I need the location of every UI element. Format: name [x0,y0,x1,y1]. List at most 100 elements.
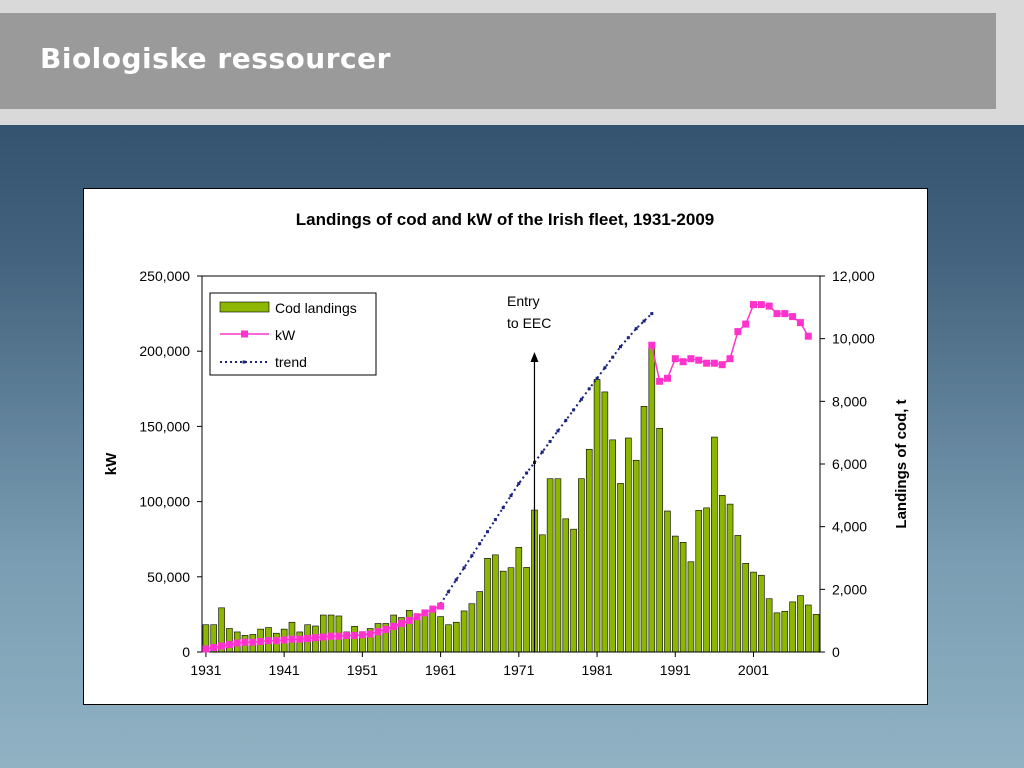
trend-point [564,418,568,422]
eec-annotation-text: to EEC [507,315,551,331]
right-axis-title: Landings of cod, t [893,399,910,528]
cod-landings-bar [585,448,593,653]
trend-point [517,482,521,486]
chart-title: Landings of cod and kW of the Irish flee… [296,210,714,229]
cod-landings-bar [664,510,671,653]
kw-point [405,616,413,624]
kw-point [296,635,304,643]
cod-landings-bar [726,503,734,653]
x-axis-tick-label: 1991 [660,662,691,678]
cod-landings-bar [687,561,695,653]
legend-swatch-trend-marker [242,360,246,364]
trend-point [572,408,576,412]
kw-point [288,635,296,643]
cod-landings-bar [742,563,749,653]
trend-point [634,327,638,331]
kw-point [218,642,226,650]
cod-landings-bar [507,567,515,653]
kw-point [210,644,218,651]
title-band [0,13,996,109]
kw-point [265,637,272,645]
left-axis-tick-label: 50,000 [147,569,190,585]
kw-point [765,302,773,310]
kw-point [437,602,445,610]
cod-landings-bar [601,391,609,653]
cod-landings-bar [703,507,710,653]
cod-landings-bar [593,379,601,653]
cod-landings-bar [570,528,577,653]
cod-landings-bar [484,558,491,653]
cod-landings-bar [672,535,679,653]
kw-point [304,635,312,642]
cod-landings-bar [523,567,530,653]
kw-point [710,359,718,367]
trend-point [525,471,529,475]
right-axis-tick-label: 4,000 [832,519,867,535]
cod-landings-bar [750,571,757,653]
kw-point [804,332,812,340]
kw-point [366,630,374,638]
trend-point [509,494,513,498]
trend-point [650,312,654,316]
cod-landings-bar [617,483,624,653]
cod-landings-bar [429,611,437,653]
cod-landings-bar [625,437,632,653]
kw-point [413,613,421,621]
kw-point [343,632,351,639]
cod-landings-bar [640,406,648,653]
trend-point [626,336,630,340]
cod-landings-bar [460,610,468,653]
kw-point [703,359,711,367]
trend-point [603,366,607,370]
cod-landings-bar [226,628,233,653]
kw-point [233,639,241,647]
cod-landings-bar [679,542,687,653]
right-axis-tick-label: 12,000 [832,268,875,284]
trend-point [486,530,489,534]
left-axis-tick-label: 150,000 [139,418,190,434]
kw-point [671,355,679,363]
cod-landings-bar [812,614,820,653]
trend-point [470,554,474,558]
right-axis-tick-label: 0 [832,644,840,660]
x-axis-tick-label: 1961 [425,662,456,678]
legend-swatch-cod-landings [219,301,270,313]
left-axis-tick-label: 0 [182,644,190,660]
trend-point [611,355,615,359]
trend-point [462,566,466,570]
legend-swatch-kw-marker [241,330,248,338]
cod-landings-bar [789,601,796,653]
kw-point [789,313,797,321]
left-axis-title: kW [103,452,120,475]
kw-point [429,605,437,613]
kw-point [734,328,742,336]
kw-point [374,628,382,636]
trend-point [642,319,646,323]
cod-landings-bar [711,436,718,653]
cod-landings-bar [406,610,413,653]
x-axis-tick-label: 1981 [581,662,612,678]
kw-point [796,319,804,327]
cod-landings-bar [492,554,499,653]
kw-point [311,634,319,642]
cod-landings-bar [390,614,397,653]
cod-landings-bar [413,614,421,653]
kw-point [272,637,280,645]
kw-point [421,609,429,617]
kw-point [241,638,249,646]
cod-landings-bar [632,459,640,653]
cod-landings-bar [609,439,616,653]
trend-point [478,542,482,546]
right-axis-tick-label: 10,000 [832,331,875,347]
kw-point [249,638,257,646]
kw-point [280,636,288,644]
cod-landings-bar [656,427,663,653]
kw-point [679,358,687,366]
cod-landings-bar [718,495,726,653]
cod-landings-bar [499,570,507,653]
trend-point [595,376,599,380]
left-axis-tick-label: 200,000 [139,343,190,359]
trend-point [548,439,552,443]
eec-annotation-text: Entry [507,293,540,309]
cod-landings-bar [421,613,429,653]
